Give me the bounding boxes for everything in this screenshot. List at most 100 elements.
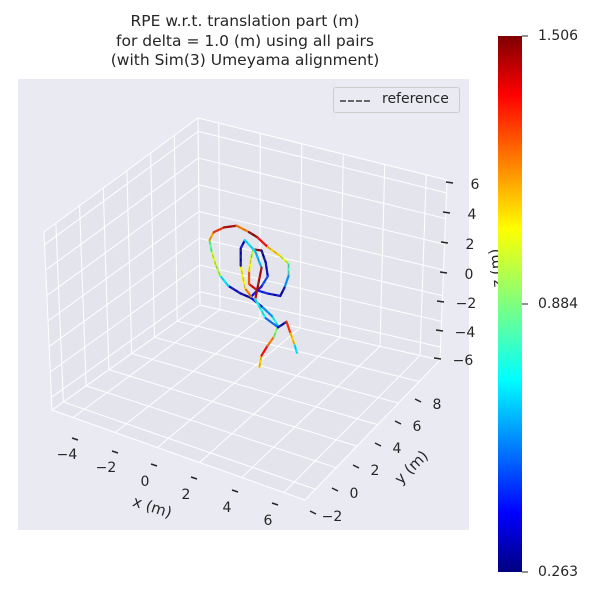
trajectory-segment [254, 298, 267, 320]
reference-segment [265, 262, 269, 277]
trajectory-segment [283, 274, 290, 290]
reference-segment [250, 297, 262, 307]
trajectory-segment [270, 315, 280, 328]
reference-segment [261, 250, 267, 263]
x-tick [231, 489, 239, 493]
y-tick-label: 8 [433, 397, 442, 413]
y-tick-label: −2 [322, 509, 343, 525]
trajectory-segment [266, 292, 282, 298]
reference-segment [240, 293, 252, 299]
trajectory-segment [258, 354, 263, 369]
legend-dashed-line-icon [340, 100, 370, 102]
y-tick-label: 2 [371, 463, 380, 479]
reference-segment [244, 239, 256, 252]
reference-segment [250, 249, 254, 259]
reference-segment [257, 236, 269, 248]
reference-segment [279, 287, 285, 297]
trajectory-segment [247, 231, 259, 239]
legend: reference [333, 87, 460, 113]
grid-line-x [199, 336, 341, 463]
trajectory-segment [260, 344, 269, 357]
chart-title: RPE w.r.t. translation part (m) for delt… [0, 12, 490, 71]
x-tick [111, 450, 119, 454]
grid-line-y [131, 352, 378, 426]
z-tick [442, 211, 451, 214]
trajectory-segment [289, 332, 296, 347]
reference-segment [265, 317, 279, 328]
trajectory-segment [279, 286, 286, 298]
reference-segment [254, 298, 267, 319]
reference-segment [224, 225, 237, 228]
trajectory-segment [212, 226, 226, 234]
trajectory-segment [254, 250, 263, 269]
trajectory-segment [285, 320, 292, 335]
grid-line-z [198, 157, 446, 220]
reference-segment [261, 276, 269, 287]
x-tick [190, 476, 198, 480]
title-line-2: for delta = 1.0 (m) using all pairs [116, 31, 374, 50]
title-line-3: (with Sim(3) Umeyama alignment) [110, 51, 380, 69]
trajectory-segment [227, 284, 242, 295]
x-tick-label: 0 [141, 474, 150, 490]
z-tick-label: 2 [466, 237, 475, 253]
grid-line-y [85, 385, 337, 469]
trajectory-segment [247, 256, 253, 272]
trajectory-segment [260, 249, 267, 264]
x-tick-label: 6 [264, 513, 273, 529]
grid-line-y [108, 369, 358, 447]
reference-segment [261, 305, 273, 317]
reference-segment [240, 265, 246, 289]
grid-line-y [63, 401, 316, 490]
reference-segment [267, 293, 281, 297]
reference-segment [219, 275, 229, 287]
trajectory-segment [266, 245, 282, 258]
grid-line-z [198, 211, 444, 271]
grid-line-x [283, 355, 421, 493]
trajectory-segment [208, 231, 215, 242]
y-tick [331, 487, 339, 492]
grid-line-z [51, 291, 201, 398]
reference-segment [258, 355, 263, 368]
reference-segment [257, 290, 268, 295]
trajectory-segment [256, 289, 269, 295]
trajectory-segment [208, 239, 213, 253]
grid-line-x [72, 309, 221, 418]
grid-line-z [199, 291, 441, 348]
z-tick-label: 6 [471, 177, 480, 193]
y-tick-label: 0 [350, 486, 359, 502]
reference-segment [209, 232, 215, 241]
grid-line-z [49, 264, 200, 373]
trajectory-segment [218, 274, 230, 287]
trajectory-segment [210, 250, 217, 266]
trajectory-segment [247, 282, 259, 292]
grid-line-z [48, 237, 200, 347]
x-tick [271, 502, 279, 506]
reference-segment [248, 283, 258, 291]
reference-segment [244, 287, 252, 297]
z-tick [433, 357, 442, 360]
reference-segment [277, 321, 287, 328]
reference-segment [279, 255, 289, 265]
y-tick [352, 464, 360, 469]
trajectory-segment [222, 224, 238, 229]
legend-label: reference [382, 91, 449, 107]
trajectory-segment [239, 292, 253, 300]
trajectory-segment [264, 261, 269, 278]
grid-line-z [46, 184, 200, 296]
reference-segment [286, 321, 292, 334]
reference-segment [236, 225, 250, 233]
reference-segment [290, 333, 296, 346]
reference-segment [215, 264, 221, 276]
y-tick-label: 6 [413, 419, 422, 435]
grid-line-x [241, 345, 381, 478]
trajectory-segment [264, 317, 280, 329]
x-tick-label: 4 [223, 500, 232, 516]
reference-segment [209, 240, 213, 252]
reference-segment [254, 267, 263, 300]
trajectory-segment [293, 344, 298, 354]
reference-segment [211, 251, 217, 265]
reference-segment [267, 246, 281, 257]
colorbar-tick-label: 0.263 [538, 564, 579, 580]
grid-line-x [114, 318, 261, 433]
